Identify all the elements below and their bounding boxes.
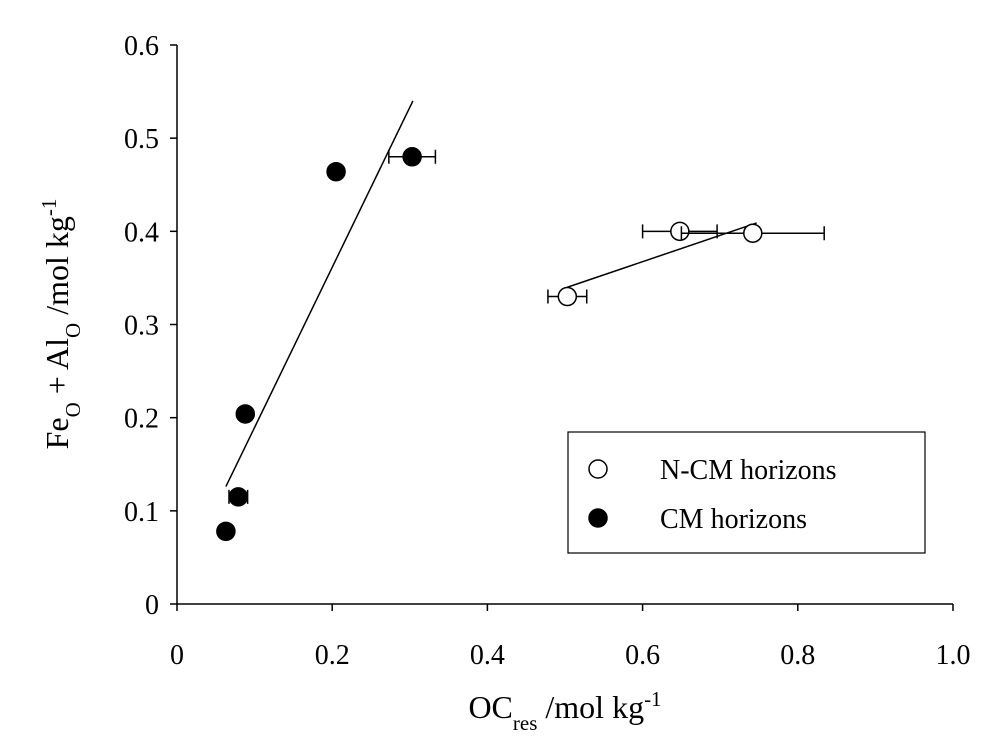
y-axis-label: FeO + AlO /mol kg-1 bbox=[37, 199, 85, 450]
x-axis-label: OCres /mol kg-1 bbox=[468, 687, 661, 735]
x-tick-label: 0.4 bbox=[470, 640, 505, 671]
point bbox=[670, 221, 690, 242]
label-part: /mol kg bbox=[39, 216, 75, 323]
legend-box bbox=[567, 431, 926, 554]
label-part: -1 bbox=[644, 687, 662, 711]
label-part: O bbox=[61, 402, 85, 417]
label-part: OC bbox=[468, 689, 512, 725]
point bbox=[216, 521, 236, 542]
y-tick-label: 0 bbox=[145, 590, 159, 621]
legend-marker bbox=[588, 459, 608, 479]
label-part: -1 bbox=[37, 199, 61, 217]
point bbox=[235, 404, 256, 424]
y-tick-label: 0.3 bbox=[124, 311, 159, 342]
x-tick-label: 0.2 bbox=[315, 640, 350, 671]
label-part: Fe bbox=[39, 417, 75, 449]
x-tick-label: 0.8 bbox=[780, 640, 815, 671]
legend-label: CM horizons bbox=[660, 504, 807, 535]
fit-line bbox=[225, 100, 414, 487]
y-tick-label: 0.2 bbox=[124, 404, 159, 435]
y-tick-label: 0.6 bbox=[124, 31, 159, 62]
point bbox=[402, 147, 422, 167]
x-tick-label: 0 bbox=[170, 640, 184, 671]
point bbox=[743, 223, 763, 243]
x-tick-label: 1.0 bbox=[936, 640, 971, 671]
label-part: /mol kg bbox=[537, 689, 644, 725]
y-tick-label: 0.4 bbox=[124, 217, 159, 248]
label-part: + Al bbox=[39, 338, 75, 402]
point bbox=[326, 161, 346, 182]
legend-marker bbox=[588, 508, 608, 528]
label-part: res bbox=[513, 711, 538, 735]
point bbox=[228, 487, 249, 507]
x-tick-label: 0.6 bbox=[625, 640, 660, 671]
label-part: O bbox=[61, 323, 85, 338]
legend-label: N-CM horizons bbox=[660, 455, 837, 486]
y-tick-label: 0.1 bbox=[124, 497, 159, 528]
point bbox=[557, 286, 578, 307]
y-tick-label: 0.5 bbox=[124, 124, 159, 155]
